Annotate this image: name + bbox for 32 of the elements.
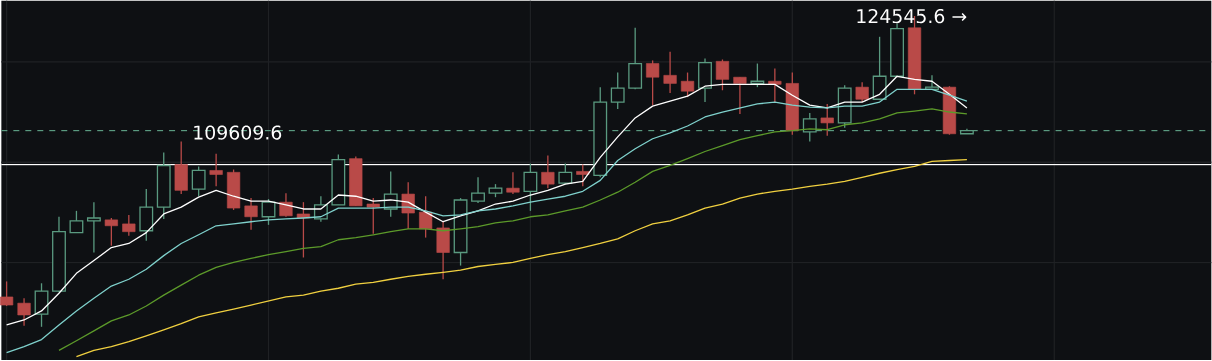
candlestick (733, 76, 747, 115)
candlestick (715, 59, 730, 92)
annotation: 109609.6 (194, 125, 282, 140)
candlestick (768, 68, 782, 103)
candlestick (244, 197, 258, 231)
candlestick (576, 164, 590, 188)
annotation: 124545.6 → (857, 9, 967, 24)
candlestick (680, 72, 695, 98)
candlestick (366, 197, 380, 235)
candlestick (506, 171, 520, 195)
candlestick (139, 188, 154, 242)
candlestick (34, 282, 49, 328)
candlestick (0, 280, 14, 307)
candlestick (471, 176, 485, 204)
candlestick (750, 63, 765, 88)
candlestick (191, 165, 206, 198)
candlestick (209, 153, 223, 188)
candlestick (17, 297, 31, 327)
candlestick (523, 163, 538, 212)
candlestick (820, 103, 834, 137)
candlestick (646, 59, 660, 106)
candlestick (610, 72, 625, 110)
candlestick (69, 210, 84, 234)
candlestick (872, 36, 887, 102)
candlestick (541, 155, 555, 189)
candlestick (104, 217, 118, 247)
candlestick (296, 201, 311, 259)
candlestick (855, 81, 869, 103)
candlestick (86, 201, 101, 254)
candlestick (122, 214, 136, 237)
candlestick (419, 195, 433, 239)
candlestick (663, 51, 677, 94)
